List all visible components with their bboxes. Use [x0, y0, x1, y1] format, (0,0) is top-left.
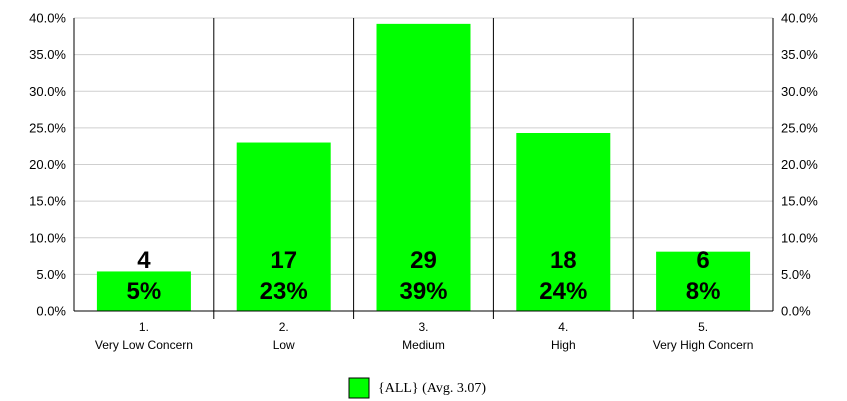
- data-label-percent: 5%: [127, 278, 162, 305]
- bar: [96, 271, 191, 311]
- x-category-number: 2.: [279, 320, 289, 334]
- y-tick-label-right: 10.0%: [781, 230, 818, 245]
- y-axis-left-ticks: 0.0% 5.0% 10.0% 15.0% 20.0% 25.0% 30.0% 35.0% 40…: [29, 11, 66, 319]
- axes: [73, 18, 774, 312]
- y-tick-label-left: 5.0%: [36, 267, 66, 282]
- data-label-count: 29: [410, 247, 437, 274]
- data-label-count: 4: [137, 247, 151, 274]
- y-tick-label-right: 35.0%: [781, 47, 818, 62]
- y-axis-right-ticks: 0.0% 5.0% 10.0% 15.0% 20.0% 25.0% 30.0% 35.0% 40…: [781, 11, 818, 319]
- x-category-number: 5.: [698, 320, 708, 334]
- data-label-percent: 8%: [686, 278, 721, 305]
- y-tick-label-left: 35.0%: [29, 47, 66, 62]
- data-labels: 4 5% 17 23% 29 39% 18 24% 6 8%: [127, 247, 721, 305]
- x-category-label: Medium: [402, 338, 445, 352]
- x-category-number: 4.: [558, 320, 568, 334]
- x-category-number: 1.: [139, 320, 149, 334]
- y-tick-label-right: 20.0%: [781, 157, 818, 172]
- bar: [656, 251, 751, 311]
- y-tick-label-left: 25.0%: [29, 120, 66, 135]
- data-label-count: 6: [696, 247, 709, 274]
- bars: [96, 23, 751, 312]
- legend-label: {ALL} (Avg. 3.07): [378, 381, 486, 396]
- y-tick-label-right: 0.0%: [781, 304, 811, 319]
- x-category-label: High: [551, 338, 576, 352]
- data-label-count: 18: [550, 247, 577, 274]
- y-tick-label-left: 10.0%: [29, 230, 66, 245]
- bar: [376, 23, 471, 312]
- y-tick-label-right: 30.0%: [781, 84, 818, 99]
- y-tick-label-right: 5.0%: [781, 267, 811, 282]
- bar: [236, 142, 331, 311]
- x-axis-labels: 1. Very Low Concern 2. Low 3. Medium 4. High 5. V…: [95, 320, 754, 352]
- y-tick-label-left: 40.0%: [29, 11, 66, 26]
- x-category-label: Very High Concern: [653, 338, 754, 352]
- category-separators: [213, 18, 634, 319]
- x-category-number: 3.: [418, 320, 428, 334]
- legend-swatch: [348, 377, 370, 399]
- x-category-label: Low: [273, 338, 295, 352]
- legend: {ALL} (Avg. 3.07): [348, 377, 486, 399]
- data-label-percent: 23%: [260, 278, 308, 305]
- data-label-count: 17: [270, 247, 297, 274]
- y-tick-label-right: 40.0%: [781, 11, 818, 26]
- y-tick-label-left: 15.0%: [29, 194, 66, 209]
- data-label-percent: 39%: [399, 278, 447, 305]
- y-tick-label-right: 15.0%: [781, 194, 818, 209]
- x-category-label: Very Low Concern: [95, 338, 193, 352]
- bar: [516, 133, 611, 311]
- y-tick-label-left: 30.0%: [29, 84, 66, 99]
- data-label-percent: 24%: [539, 278, 587, 305]
- y-tick-label-left: 20.0%: [29, 157, 66, 172]
- y-tick-label-right: 25.0%: [781, 120, 818, 135]
- y-tick-label-left: 0.0%: [36, 304, 66, 319]
